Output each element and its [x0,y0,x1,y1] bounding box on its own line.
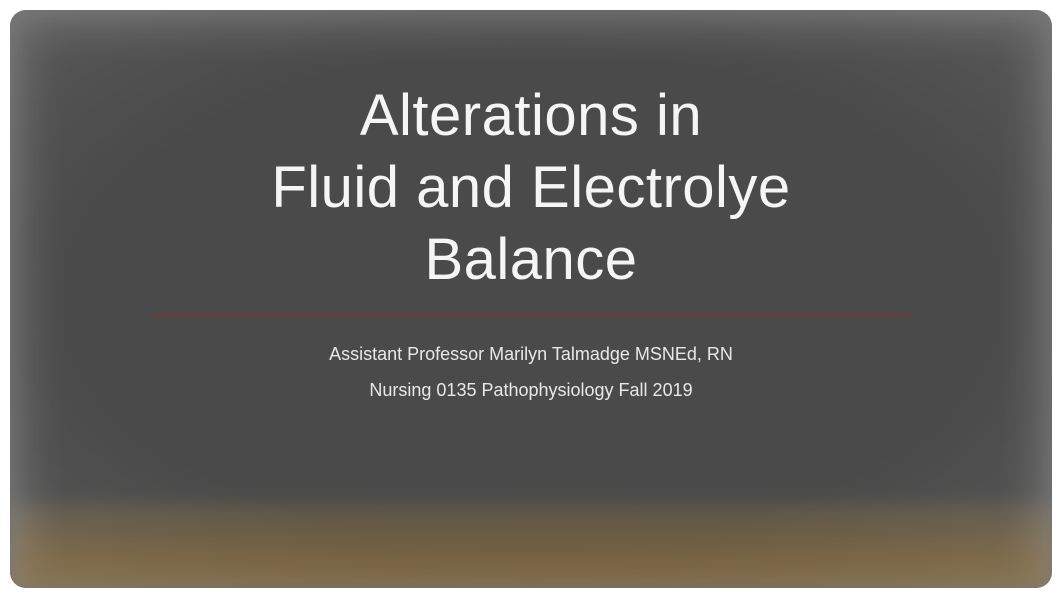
slide-content: Alterations in Fluid and Electrolye Bala… [10,80,1052,408]
presentation-slide: Alterations in Fluid and Electrolye Bala… [10,10,1052,588]
title-line-1: Alterations in [360,83,702,148]
title-divider [151,314,911,316]
floor-texture [10,498,1052,588]
slide-title: Alterations in Fluid and Electrolye Bala… [10,80,1052,296]
slide-subtitle: Assistant Professor Marilyn Talmadge MSN… [10,336,1052,408]
subtitle-line-1: Assistant Professor Marilyn Talmadge MSN… [329,344,733,364]
subtitle-line-2: Nursing 0135 Pathophysiology Fall 2019 [369,380,692,400]
title-line-2: Fluid and Electrolye [271,155,790,220]
title-line-3: Balance [424,227,637,292]
